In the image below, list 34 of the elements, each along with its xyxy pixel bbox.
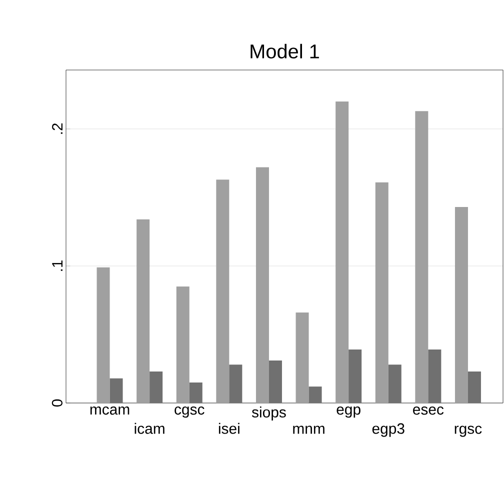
x-tick-label: mcam [90, 406, 130, 415]
bar [189, 382, 202, 403]
x-tick-label: mnm [293, 426, 324, 434]
bar [375, 182, 388, 403]
bar [296, 312, 309, 403]
bar [150, 371, 163, 403]
y-tick-label: 0 [52, 399, 62, 407]
x-tick-label: icam [134, 422, 164, 434]
bar [348, 350, 362, 403]
bar [454, 207, 468, 403]
bar [229, 364, 242, 403]
x-tick-label: isei [218, 422, 240, 434]
x-tick-label: egp [336, 406, 360, 418]
bar [96, 267, 110, 403]
y-tick-label: .1 [52, 260, 62, 271]
bar [468, 371, 481, 403]
bar [428, 350, 442, 403]
chart-title: Model 1 [250, 44, 319, 58]
bar [256, 167, 269, 403]
bar [176, 286, 190, 403]
x-tick-label: cgsc [174, 406, 204, 418]
bar [110, 378, 123, 403]
x-tick-label: siops [252, 406, 286, 420]
bar [336, 102, 349, 403]
x-tick-label: rgsc [454, 426, 482, 437]
bar [308, 386, 322, 403]
bar [388, 364, 402, 403]
bar [268, 360, 282, 403]
x-tick-label: egp3 [372, 423, 404, 437]
bar [136, 219, 150, 403]
x-tick-label: esec [413, 406, 444, 415]
y-tick-label: .2 [52, 123, 62, 134]
bar [216, 180, 230, 403]
bar [415, 111, 428, 403]
